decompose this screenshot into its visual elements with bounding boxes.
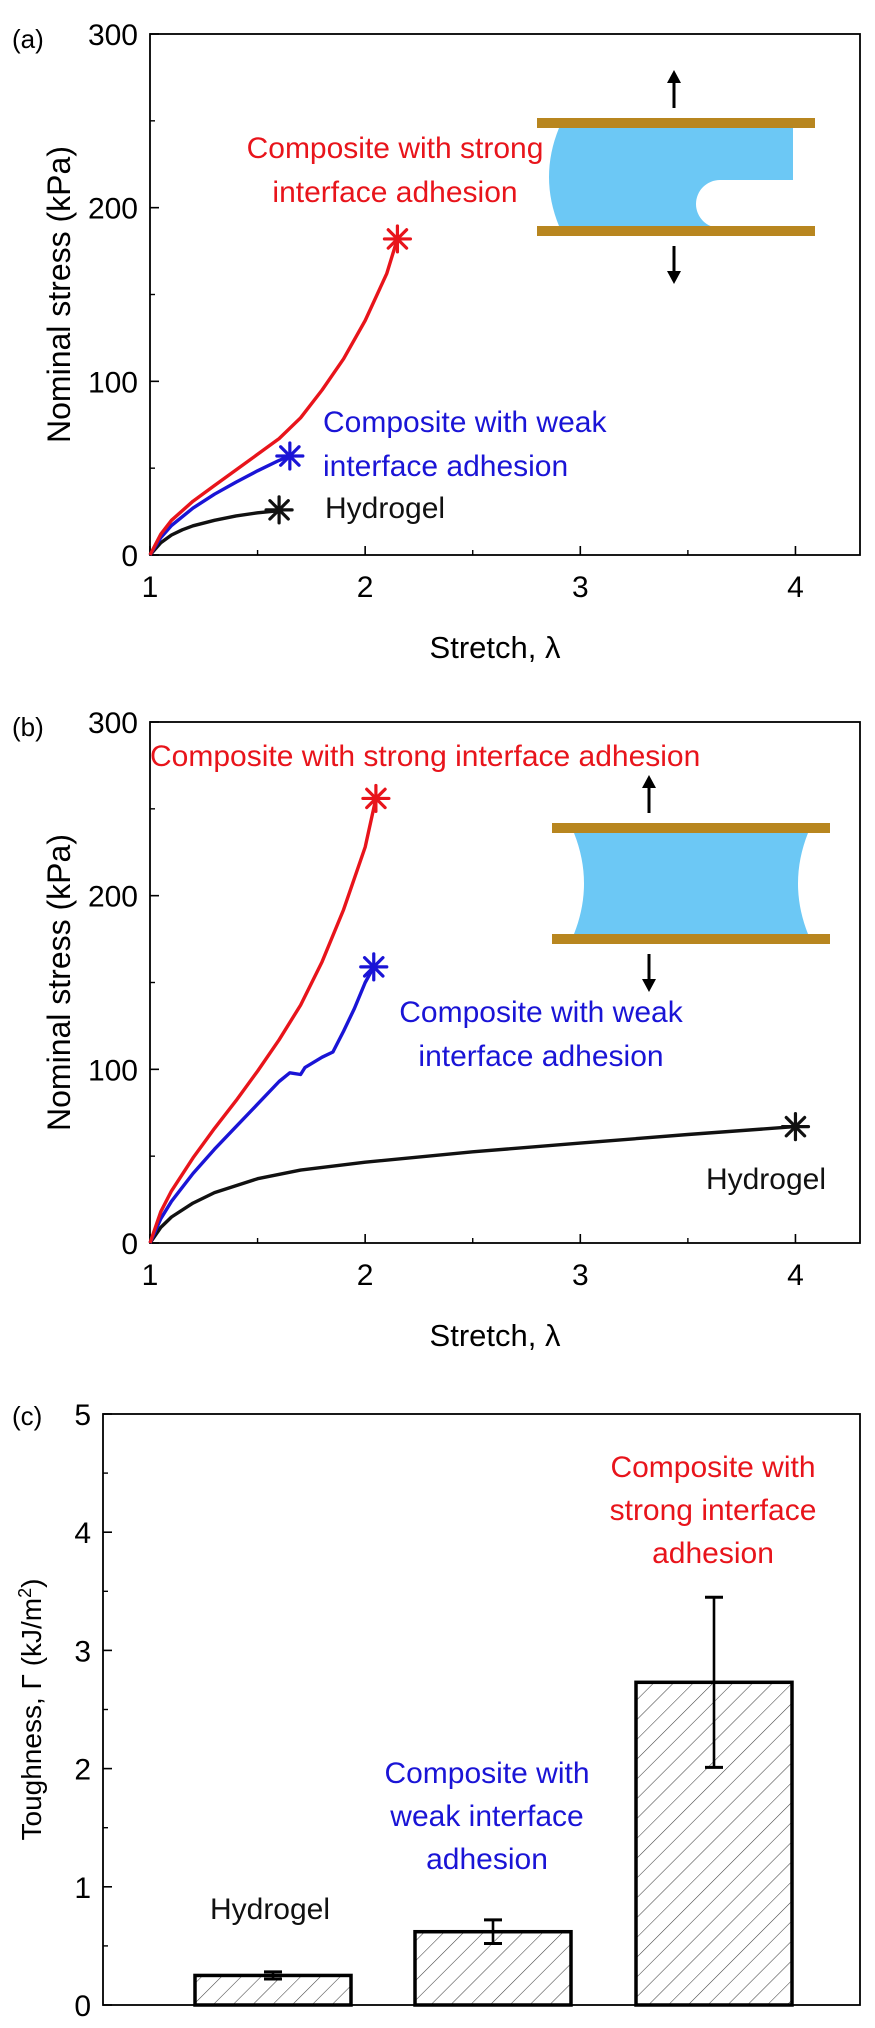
panel-1-curve-label-2: Hydrogel	[706, 1163, 826, 1196]
panel-0-label: (a)	[12, 24, 44, 54]
panel-1-xtick-label: 3	[572, 1259, 589, 1292]
panel-1-curve-label-0: Composite with strong interface adhesion	[150, 740, 700, 773]
panel-1-series-0-failure-marker-stroke	[784, 1115, 807, 1138]
panel-0-ylabel: Nominal stress (kPa)	[41, 146, 77, 443]
panel-2-ylabel-main: Toughness, Γ (kJ/m	[16, 1598, 47, 1841]
panel-2-bar-label-2: adhesion	[652, 1537, 774, 1570]
panel-0-curve-label-1: interface adhesion	[323, 450, 568, 483]
panel-0-curve-label-0: Composite with strong	[247, 132, 544, 165]
panel-0-up-arrow-head	[667, 70, 681, 83]
panel-0-xtick-label: 3	[572, 571, 589, 604]
panel-1-series-1-failure-marker-stroke	[362, 956, 385, 978]
panel-1-ytick-label: 200	[88, 881, 138, 914]
panel-0-xlabel: Stretch, λ	[430, 630, 561, 665]
panel-1-ytick-label: 0	[121, 1228, 138, 1261]
panel-2-bar-label-2: Composite with	[610, 1451, 815, 1484]
panel-0-down-arrow-head	[667, 271, 681, 284]
panel-2-bar-label-0: Hydrogel	[210, 1893, 330, 1926]
panel-1-bottom-plate	[552, 934, 830, 944]
panel-2-ylabel-sup: 2	[15, 1588, 35, 1598]
panel-0-series-2-failure-marker	[382, 224, 413, 254]
panel-1-inset-schematic	[552, 823, 830, 944]
panel-2-ytick-label: 5	[74, 1399, 91, 1432]
panel-1-series-0-failure-marker	[780, 1112, 811, 1142]
panel-1-series-2-failure-marker-stroke	[365, 787, 387, 810]
panel-0-xtick-label: 4	[787, 571, 804, 604]
panel-2-label: (c)	[12, 1401, 42, 1431]
panel-0-series-0-failure-marker-stroke	[268, 499, 290, 521]
panel-1-gel-body	[574, 833, 808, 934]
panel-0-series-0-line	[148, 509, 280, 557]
panel-0-ytick-label: 300	[88, 19, 138, 52]
panel-0-down-arrow	[667, 246, 681, 284]
panel-0-up-arrow	[667, 70, 681, 108]
panel-0-series-2-failure-marker-stroke	[386, 228, 409, 250]
panel-1-label: (b)	[12, 712, 44, 742]
panel-1-xtick-label: 2	[357, 1259, 374, 1292]
panel-1-series-2-failure-marker	[361, 783, 391, 814]
panel-0-ytick-label: 200	[88, 193, 138, 226]
panel-0-series-1-failure-marker-stroke	[279, 445, 301, 467]
panel-1-series-2-line	[148, 798, 378, 1244]
panel-1-top-plate	[552, 823, 830, 833]
panel-0-ytick-label: 100	[88, 366, 138, 399]
panel-1-down-arrow-head	[642, 979, 656, 992]
panel-1-series-0-line	[148, 1124, 796, 1244]
panel-2-ytick-label: 1	[74, 1872, 91, 1905]
panel-1-frame	[149, 721, 861, 1244]
panel-2-ylabel: Toughness, Γ (kJ/m2)	[15, 1579, 47, 1841]
panel-2-ytick-label: 0	[74, 1990, 91, 2023]
panel-2-bar-label-1: weak interface	[389, 1800, 583, 1833]
panel-1-down-arrow	[642, 954, 656, 992]
panel-0-series-0-failure-marker	[264, 495, 294, 525]
panel-0-series-2-line	[148, 238, 400, 556]
panel-0-series-1-failure-marker	[275, 441, 305, 471]
panel-2-bar-label-2: strong interface	[610, 1494, 817, 1527]
panel-2-bar-label-1: Composite with	[384, 1757, 589, 1790]
panel-2-errorbar-2	[705, 1595, 723, 1769]
panel-0-top-plate	[537, 118, 815, 128]
panel-1-xtick-label: 4	[787, 1259, 804, 1292]
panel-1-curve-label-1: interface adhesion	[418, 1040, 663, 1073]
panel-2-errorbar-0	[264, 1970, 282, 1981]
panel-0-inset-schematic	[537, 118, 815, 236]
panel-0-frame	[149, 33, 861, 556]
panel-1-up-arrow	[642, 775, 656, 813]
panel-1-series-1-line	[148, 966, 376, 1244]
panel-1-up-arrow-head	[642, 775, 656, 788]
panel-2-ytick-label: 4	[74, 1517, 91, 1550]
panel-1-series-1-failure-marker	[359, 952, 389, 982]
panel-0-curve-label-0: interface adhesion	[272, 176, 517, 209]
panel-2-ytick-label: 2	[74, 1754, 91, 1787]
panel-2-bar-label-1: adhesion	[426, 1843, 548, 1876]
panel-1-ytick-label: 100	[88, 1054, 138, 1087]
panel-1-xlabel: Stretch, λ	[430, 1318, 561, 1353]
panel-0-xtick-label: 2	[357, 571, 374, 604]
panel-0-xtick-label: 1	[142, 571, 159, 604]
panel-0-series-1-line	[148, 454, 291, 556]
panel-0-curve-label-1: Composite with weak	[323, 406, 607, 439]
panel-1-ylabel: Nominal stress (kPa)	[41, 834, 77, 1131]
panel-0-ytick-label: 0	[121, 540, 138, 573]
panel-1-curve-label-1: Composite with weak	[399, 996, 683, 1029]
panel-1-xtick-label: 1	[142, 1259, 159, 1292]
panel-1-ytick-label: 300	[88, 707, 138, 740]
panel-2-errorbar-1	[484, 1918, 502, 1946]
panel-0-bottom-plate	[537, 226, 815, 236]
panel-0-gel-body	[549, 128, 793, 228]
panel-0-curve-label-2: Hydrogel	[325, 492, 445, 525]
panel-2-ylabel-close: )	[16, 1579, 47, 1588]
panel-2-ytick-label: 3	[74, 1635, 91, 1668]
